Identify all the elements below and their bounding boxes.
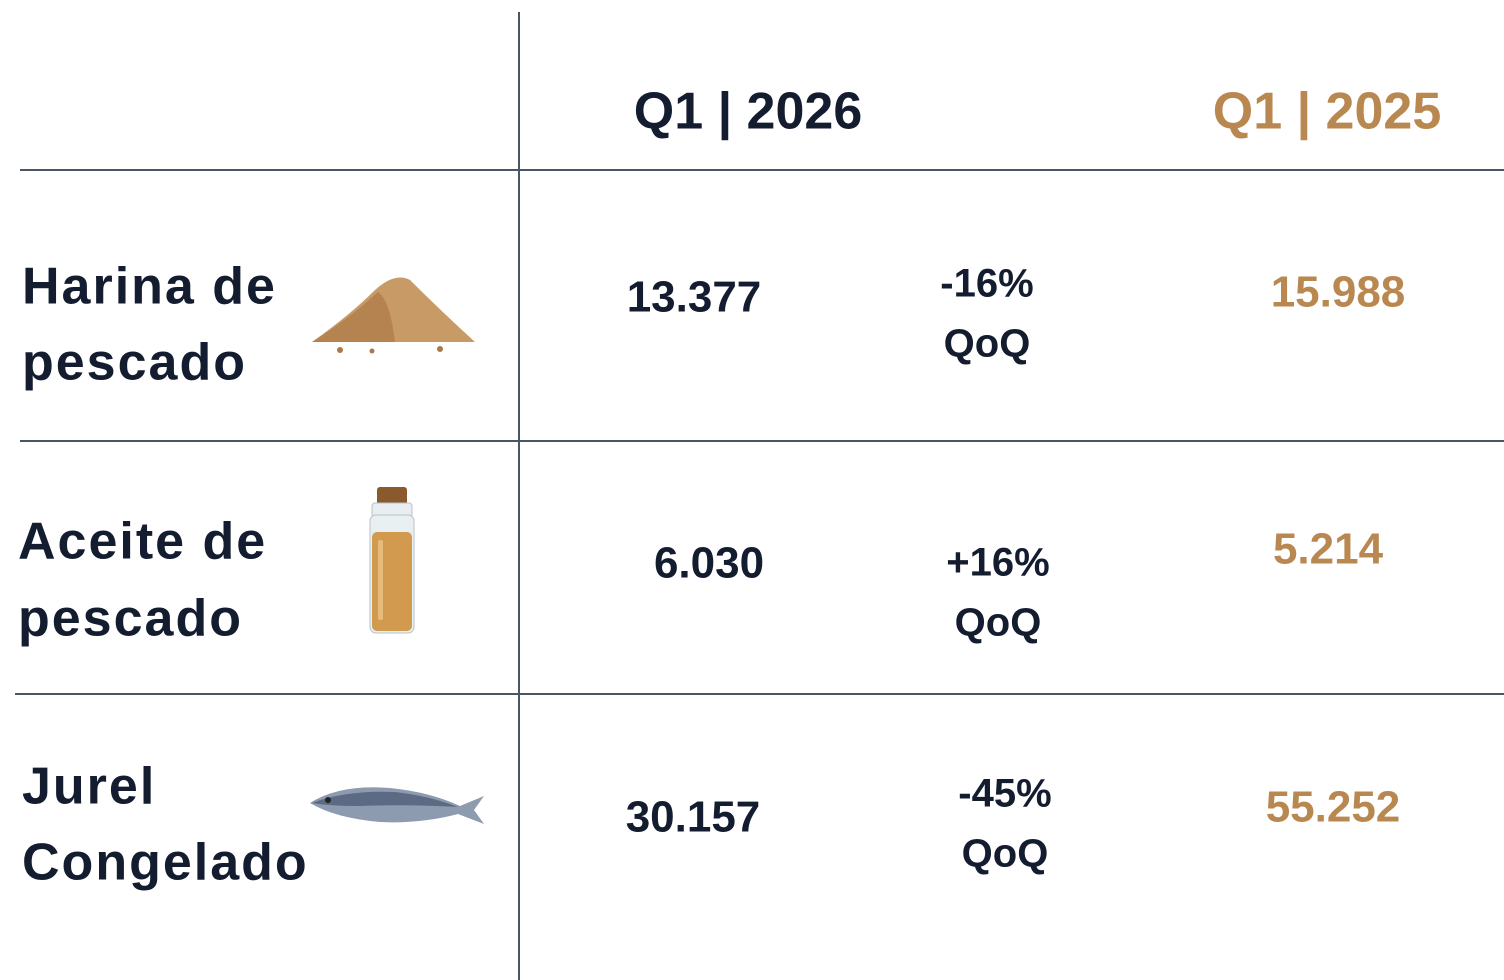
previous-value: 15.988 (1271, 268, 1406, 317)
change: -45% (958, 772, 1051, 816)
row-name: pescado (18, 590, 243, 648)
previous-value: 5.214 (1273, 525, 1384, 574)
current-value: 30.157 (626, 793, 761, 842)
meal-icon (312, 277, 475, 354)
change: -16% (940, 262, 1033, 306)
current-value: 13.377 (627, 273, 762, 322)
row-name: Congelado (22, 834, 309, 892)
oil-icon (369, 487, 415, 634)
row-name: pescado (22, 334, 247, 392)
fish-icon (310, 787, 484, 824)
current-value: 6.030 (654, 539, 764, 588)
row-name: Jurel (22, 758, 156, 816)
row-name: Harina de (22, 258, 277, 316)
change-unit: QoQ (955, 601, 1042, 645)
column-header: Q1 | 2026 (634, 83, 863, 141)
change-unit: QoQ (944, 322, 1031, 366)
previous-value: 55.252 (1266, 783, 1401, 832)
change-unit: QoQ (962, 832, 1049, 876)
row-name: Aceite de (18, 513, 267, 571)
column-header: Q1 | 2025 (1213, 83, 1442, 141)
change: +16% (946, 541, 1049, 585)
